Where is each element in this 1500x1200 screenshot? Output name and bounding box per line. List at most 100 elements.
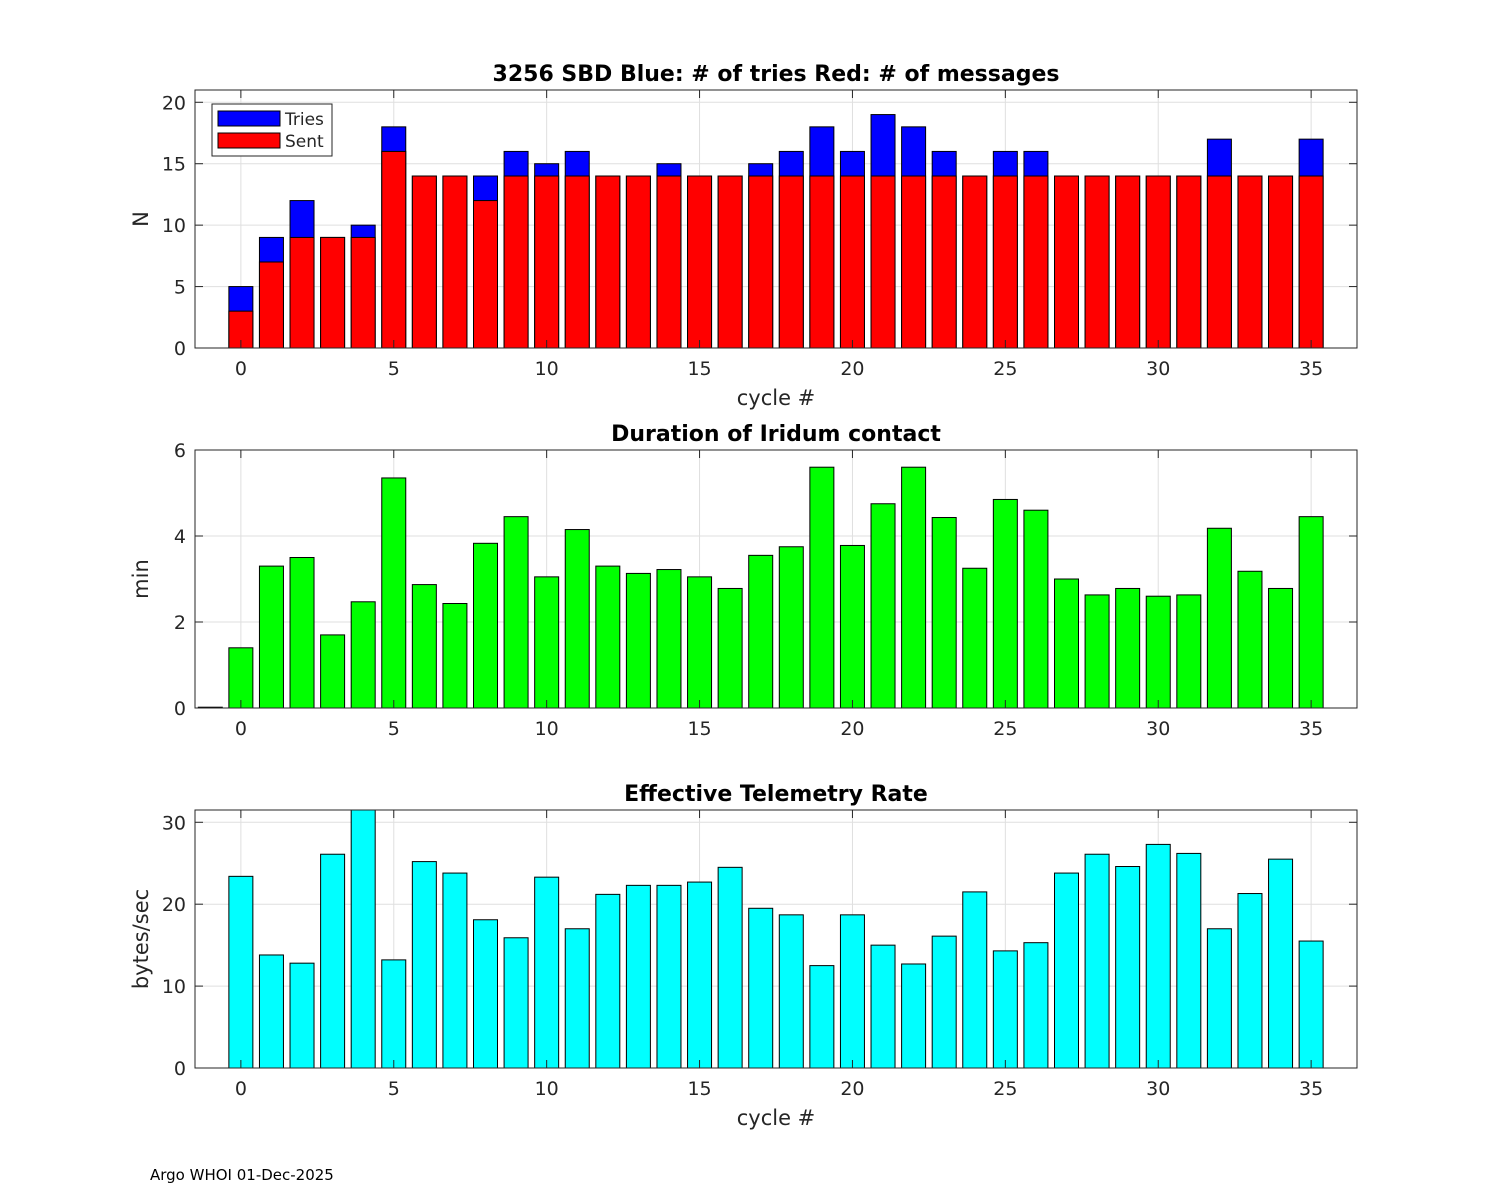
bar-rate [442,872,468,1069]
legend-swatch-tries [217,110,281,127]
bar-duration [1237,570,1263,709]
bar-duration [717,587,743,709]
bar-sent [1206,175,1232,349]
x-tick-label: 10 [535,718,559,740]
x-axis-label: cycle # [737,1106,816,1130]
bar-rate [656,884,682,1069]
bar-duration [595,565,621,709]
bar-duration [656,569,682,709]
bar-rate [717,866,743,1069]
bar-sent [1237,175,1263,349]
x-tick-label: 30 [1146,718,1170,740]
bar-duration [1145,595,1171,709]
bar-sent [320,236,346,349]
bar-duration [381,477,407,709]
chart-title: 3256 SBD Blue: # of tries Red: # of mess… [493,62,1060,87]
x-tick-label: 30 [1146,358,1170,380]
bar-rate [962,891,988,1069]
x-tick-label: 20 [840,358,864,380]
bar-sent [503,175,529,349]
bar-rate [1054,872,1079,1069]
bar-sent [1023,175,1049,349]
x-tick-label: 20 [840,718,864,740]
bar-duration [228,647,254,709]
y-tick-label: 6 [174,440,186,462]
y-tick-label: 0 [174,698,186,720]
chart-title: Effective Telemetry Rate [624,782,928,807]
bar-rate [870,944,896,1069]
x-tick-label: 15 [687,1078,711,1100]
bar-sent [625,175,651,349]
legend-swatch-sent [217,132,281,149]
x-tick-label: 10 [535,358,559,380]
legend-label-tries: Tries [284,110,324,130]
bar-duration [473,542,498,709]
footer-credit: Argo WHOI 01-Dec-2025 [150,1166,334,1184]
bar-sent [1176,175,1202,349]
bar-rate [350,809,376,1069]
bar-sent [1084,175,1110,349]
bar-duration [534,576,560,709]
bar-rate [320,853,346,1069]
y-tick-label: 0 [174,338,186,360]
bar-rate [534,876,560,1069]
bar-sent [1268,175,1294,349]
bar-duration [1206,527,1232,709]
bar-rate [1145,843,1171,1069]
bar-sent [595,175,621,349]
bar-rate [258,954,284,1069]
bar-duration [503,516,529,709]
bar-rate [228,875,254,1069]
x-tick-label: 25 [993,718,1017,740]
bar-rate [564,928,590,1069]
bar-sent [992,175,1018,349]
bar-sent [258,261,284,349]
axes-frame [194,449,1358,709]
y-axis-label: min [129,559,153,599]
bar-sent [381,150,407,349]
x-tick-label: 35 [1299,1078,1323,1100]
bar-rate [778,914,804,1069]
bar-duration [320,634,346,709]
y-axis-label: bytes/sec [129,889,153,989]
y-tick-label: 10 [162,976,186,998]
bar-sent [870,175,896,349]
bar-duration [1054,578,1079,709]
x-tick-label: 5 [388,718,400,740]
y-tick-label: 4 [174,526,186,548]
x-tick-label: 35 [1299,718,1323,740]
bar-rate [839,914,865,1069]
bar-rate [1023,942,1049,1069]
y-tick-label: 10 [162,215,186,237]
bar-duration [687,576,713,709]
bar-rate [1206,928,1232,1069]
bar-sent [778,175,804,349]
bar-duration [1268,587,1294,709]
bar-duration [778,546,804,709]
bar-rate [595,893,621,1069]
bar-rate [625,884,651,1069]
bar-sent [442,175,468,349]
bar-rate [1176,852,1202,1069]
bar-rate [289,962,315,1069]
bar-sent [411,175,437,349]
bar-sent [1298,175,1324,349]
x-tick-label: 30 [1146,1078,1170,1100]
bar-duration [564,529,590,709]
bar-rate [901,963,927,1069]
bar-rate [1268,858,1294,1069]
y-tick-label: 20 [162,894,186,916]
x-tick-label: 0 [235,718,247,740]
x-tick-label: 10 [535,1078,559,1100]
bar-duration [870,503,896,709]
bar-duration [748,554,774,709]
bar-rate [503,937,529,1069]
bar-duration [809,466,835,709]
bar-rate [473,919,498,1069]
bar-duration [839,544,865,709]
bar-sent [1115,175,1141,349]
bar-sent [534,175,560,349]
y-tick-label: 20 [162,92,186,114]
bar-rate [931,935,957,1069]
bar-rate [1298,940,1324,1069]
